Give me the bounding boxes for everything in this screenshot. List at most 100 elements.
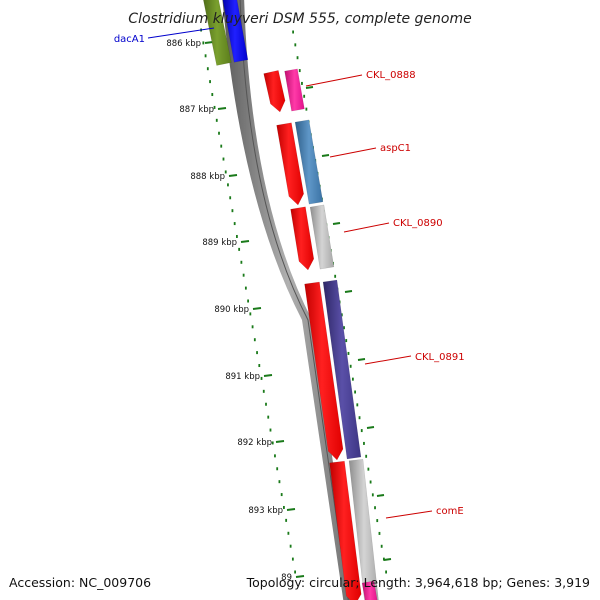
- inner-ruler-dot: [296, 56, 299, 60]
- inner-major-tick: [332, 222, 341, 225]
- inner-major-tick: [376, 494, 385, 497]
- inner-ruler-dot: [292, 30, 294, 34]
- ruler-dot: [249, 312, 252, 316]
- dacA1-label[interactable]: dacA1: [114, 34, 145, 45]
- inner-ruler-dot: [374, 506, 376, 510]
- ruler-dot: [213, 105, 216, 109]
- sequence-backbone: [222, 0, 354, 600]
- ruler-dot: [267, 415, 270, 419]
- inner-ruler-dot: [385, 570, 387, 574]
- inner-ruler-dot: [354, 390, 356, 394]
- CKL_0888-cds-feature[interactable]: [263, 70, 286, 113]
- next-gene-feature[interactable]: [361, 580, 378, 600]
- tick-label: 890 kbp: [214, 305, 249, 315]
- genome-summary-text: Topology: circular; Length: 3,964,618 bp…: [246, 575, 590, 590]
- inner-ruler-dot: [369, 480, 372, 484]
- CKL_0888-label-leader: [305, 74, 363, 87]
- inner-ruler-dot: [371, 493, 374, 497]
- ruler-dot: [276, 467, 279, 471]
- feature-tracks: [203, 0, 379, 600]
- CKL_0890-gene-feature[interactable]: [309, 204, 335, 270]
- ruler-dot: [265, 402, 267, 406]
- ruler-dot: [280, 493, 283, 497]
- accession-text: Accession: NC_009706: [9, 575, 151, 590]
- inner-ruler-dot: [349, 364, 352, 368]
- tick-label: 888 kbp: [190, 172, 225, 182]
- major-tick: [263, 374, 273, 377]
- inner-ruler-dot: [358, 416, 361, 420]
- comE-label-leader: [385, 510, 433, 519]
- ruler-dot: [262, 389, 265, 393]
- inner-ruler-dot: [340, 313, 343, 317]
- ruler-dot: [229, 196, 232, 200]
- aspC1-gene-feature[interactable]: [294, 119, 324, 205]
- major-tick: [252, 307, 262, 310]
- ruler-dot: [289, 544, 292, 548]
- ruler-dot: [204, 54, 207, 58]
- ruler-dot: [251, 325, 254, 329]
- inner-ruler-dot: [298, 69, 301, 73]
- ruler-dot: [294, 570, 296, 574]
- CKL_0891-label[interactable]: CKL_0891: [415, 352, 465, 363]
- inner-ruler-dot: [378, 531, 381, 535]
- major-tick: [240, 240, 250, 243]
- inner-ruler-dot: [343, 326, 345, 330]
- inner-major-tick: [357, 358, 366, 361]
- major-tick: [275, 440, 285, 443]
- inner-ruler-dot: [305, 107, 308, 111]
- CKL_0890-cds-feature[interactable]: [290, 206, 315, 271]
- ruler-dot: [224, 170, 227, 174]
- ruler-dot: [253, 338, 256, 342]
- comE-label[interactable]: comE: [436, 506, 464, 517]
- tick-label: 893 kbp: [248, 506, 283, 516]
- ruler-dot: [278, 480, 281, 484]
- ruler-dot: [202, 41, 205, 45]
- inner-ruler-dot: [356, 403, 359, 407]
- CKL_0890-label[interactable]: CKL_0890: [393, 218, 443, 229]
- ruler-dot: [236, 234, 238, 238]
- inner-ruler-dot: [363, 441, 365, 445]
- inner-ruler-dot: [367, 467, 370, 471]
- CKL_0891-gene-feature[interactable]: [322, 279, 362, 460]
- inner-ruler-dot: [303, 94, 306, 98]
- inner-major-tick: [305, 86, 314, 89]
- inner-major-tick: [383, 558, 392, 561]
- ruler-dot: [218, 131, 220, 135]
- aspC1-label[interactable]: aspC1: [380, 143, 411, 154]
- tick-label: 887 kbp: [179, 105, 214, 115]
- dacA1-gene-feature[interactable]: [222, 0, 249, 63]
- major-tick: [228, 174, 238, 177]
- ruler-dot: [231, 209, 234, 213]
- comE-gene-feature[interactable]: [348, 458, 379, 600]
- ruler-dot: [227, 183, 229, 187]
- inner-ruler-dot: [334, 274, 337, 278]
- ruler-dot: [271, 441, 274, 445]
- ruler-dot: [244, 286, 247, 290]
- ruler-dot: [260, 376, 263, 380]
- CKL_0888-gene-feature[interactable]: [284, 68, 305, 112]
- ruler-dot: [240, 260, 243, 264]
- map-title: Clostridium kluyveri DSM 555, complete g…: [128, 11, 471, 27]
- aspC1-cds-feature[interactable]: [276, 122, 304, 206]
- ruler-dot: [238, 247, 241, 251]
- major-tick: [204, 41, 214, 44]
- ruler-dot: [291, 557, 294, 561]
- ruler-dot: [274, 454, 276, 458]
- tick-label: 891 kbp: [225, 372, 260, 382]
- ruler-dot: [211, 93, 214, 97]
- inner-ruler-dot: [345, 339, 348, 343]
- ruler-dot: [269, 428, 272, 432]
- inner-ruler-dot: [351, 377, 354, 381]
- CKL_0891-cds-feature[interactable]: [304, 281, 344, 461]
- inner-ruler-dot: [365, 454, 368, 458]
- CKL_0890-label-leader: [343, 222, 390, 233]
- inner-ruler-dot: [380, 544, 383, 548]
- inner-major-tick: [366, 426, 375, 429]
- inner-ruler-dot: [294, 43, 297, 47]
- tick-label: 886 kbp: [166, 39, 201, 49]
- CKL_0888-label[interactable]: CKL_0888: [366, 70, 416, 81]
- inner-ruler-dot: [376, 519, 379, 523]
- dacA1-cds-feature[interactable]: [203, 0, 232, 66]
